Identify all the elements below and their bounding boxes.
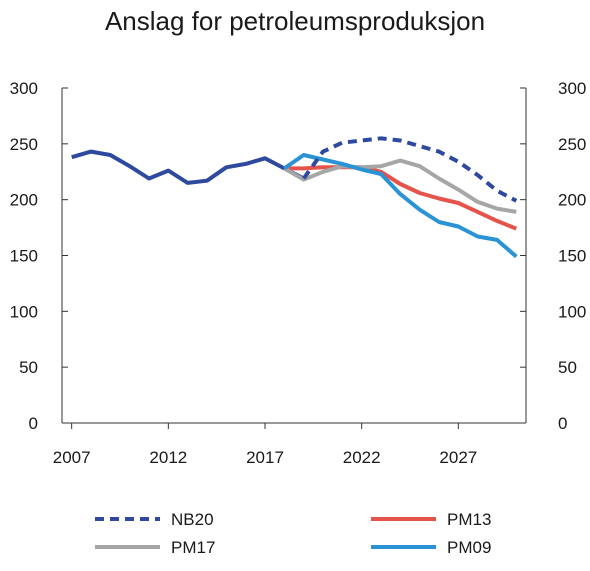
y-tick-label-left: 300 [10, 79, 38, 98]
series-lines [71, 136, 518, 259]
y-tick-label-left: 200 [10, 191, 38, 210]
legend-label-pm09: PM09 [447, 538, 491, 557]
x-tick-label: 2007 [53, 448, 91, 467]
legend-label-pm13: PM13 [447, 510, 491, 529]
y-tick-label-right: 0 [558, 414, 567, 433]
y-tick-label-right: 300 [558, 79, 586, 98]
chart-title: Anslag for petroleumsproduksjon [104, 6, 486, 36]
y-tick-label-left: 50 [19, 358, 38, 377]
y-tick-label-right: 250 [558, 135, 586, 154]
y-tick-label-right: 100 [558, 302, 586, 321]
y-tick-label-left: 100 [10, 302, 38, 321]
legend-label-pm17: PM17 [171, 538, 215, 557]
x-tick-label: 2012 [149, 448, 187, 467]
x-tick-label: 2017 [246, 448, 284, 467]
series-line-pm17 [283, 158, 517, 214]
series-line-pm13 [284, 165, 518, 231]
series-line-nb20 [302, 136, 518, 203]
x-tick-label: 2022 [343, 448, 381, 467]
axes: 0 0 50 50 100 100 150 150 200 200 250 250 300 300 2007… [10, 79, 587, 467]
legend-label-nb20: NB20 [171, 510, 214, 529]
series-line-pm09 [283, 153, 518, 259]
legend: NB20 PM13 PM17 PM09 [95, 510, 491, 557]
y-tick-label-left: 250 [10, 135, 38, 154]
y-tick-label-right: 150 [558, 247, 586, 266]
y-tick-label-left: 0 [29, 414, 38, 433]
y-tick-label-right: 50 [558, 358, 577, 377]
y-tick-label-right: 200 [558, 191, 586, 210]
x-tick-label: 2027 [439, 448, 477, 467]
y-tick-label-left: 150 [10, 247, 38, 266]
series-line-history [71, 149, 305, 185]
